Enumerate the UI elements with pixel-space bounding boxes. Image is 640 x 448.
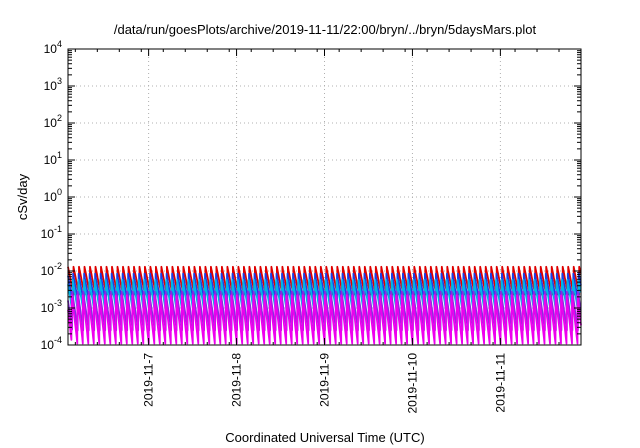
y-tick-label: 103 <box>44 76 62 93</box>
series-line <box>67 294 582 345</box>
series-group <box>67 265 582 345</box>
y-tick-label: 101 <box>44 150 62 167</box>
tick-marks <box>68 48 581 346</box>
x-tick-label: 2019-11-8 <box>230 353 244 407</box>
y-axis-label: cSv/day <box>15 173 30 220</box>
x-tick-label: 2019-11-10 <box>405 353 419 414</box>
y-tick-label: 104 <box>44 39 62 56</box>
y-tick-label: 10-4 <box>41 335 62 352</box>
y-tick-label: 102 <box>44 113 62 130</box>
chart-title: /data/run/goesPlots/archive/2019-11-11/2… <box>114 22 537 37</box>
x-tick-label: 2019-11-11 <box>493 353 507 413</box>
x-tick-label: 2019-11-7 <box>142 353 156 407</box>
x-tick-label: 2019-11-9 <box>318 353 332 407</box>
y-tick-label: 10-3 <box>41 298 62 315</box>
y-tick-label: 100 <box>44 187 62 204</box>
y-tick-labels: 10-4 10-3 10-2 10-1 100 101 102 103 104 <box>41 39 62 352</box>
y-tick-label: 10-1 <box>41 224 62 241</box>
x-tick-labels: 2019-11-7 2019-11-8 2019-11-9 2019-11-10 201… <box>142 353 508 414</box>
y-tick-label: 10-2 <box>41 261 62 278</box>
x-axis-label: Coordinated Universal Time (UTC) <box>225 430 424 445</box>
